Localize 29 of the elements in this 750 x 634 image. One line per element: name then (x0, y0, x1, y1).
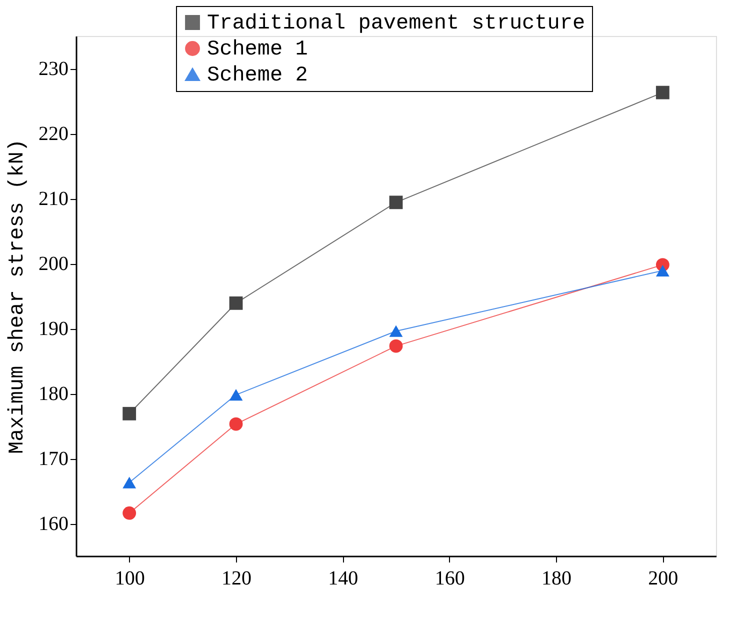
point (389, 196, 403, 210)
point (656, 264, 670, 276)
point (229, 417, 243, 431)
point (389, 339, 403, 353)
y-axis-title: Maximum shear stress (kN) (6, 138, 30, 454)
point (229, 388, 243, 401)
point (122, 406, 136, 420)
y-tick-label: 210 (38, 188, 68, 210)
y-tick-label: 230 (38, 58, 68, 80)
x-tick-label: 160 (434, 568, 465, 590)
x-tick-label: 200 (648, 568, 678, 590)
y-tick-label: 180 (38, 383, 68, 405)
y-tick-label: 220 (38, 123, 68, 145)
point (389, 325, 403, 337)
legend-label: Scheme 2 (207, 64, 308, 88)
x-tick-label: 100 (114, 568, 145, 590)
point (656, 86, 670, 100)
x-tick-label: 140 (328, 568, 358, 590)
point (122, 506, 136, 520)
y-tick-label: 200 (38, 253, 68, 275)
point (229, 296, 243, 310)
y-tick-label: 170 (38, 448, 68, 470)
x-tick-label: 120 (222, 568, 252, 590)
legend-label: Scheme 1 (207, 38, 308, 62)
legend-label: Traditional pavement structure (207, 12, 586, 36)
x-tick-label: 180 (542, 568, 572, 590)
y-tick-label: 190 (38, 318, 68, 340)
point (122, 476, 136, 488)
y-tick-label: 160 (38, 513, 68, 535)
